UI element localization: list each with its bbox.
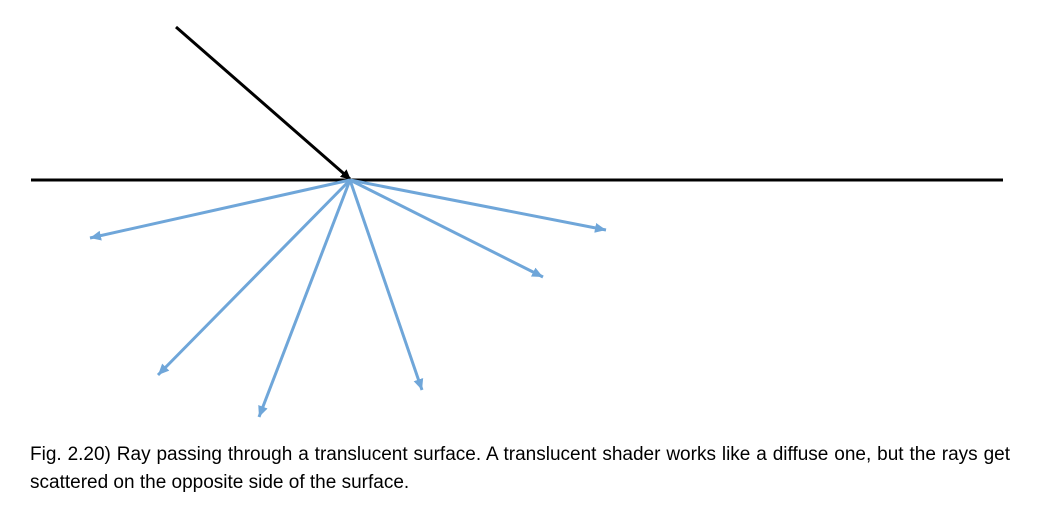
scattered-ray xyxy=(349,178,544,279)
scattered-ray xyxy=(89,178,351,241)
scattered-ray xyxy=(257,179,352,418)
scattered-ray xyxy=(349,178,607,233)
scattered-rays xyxy=(89,178,607,418)
incident-ray xyxy=(175,25,351,181)
scattered-ray xyxy=(156,178,352,377)
translucent-scattering-diagram xyxy=(31,25,1003,418)
scattered-ray xyxy=(348,179,424,391)
figure-caption: Fig. 2.20) Ray passing through a translu… xyxy=(30,444,1010,493)
